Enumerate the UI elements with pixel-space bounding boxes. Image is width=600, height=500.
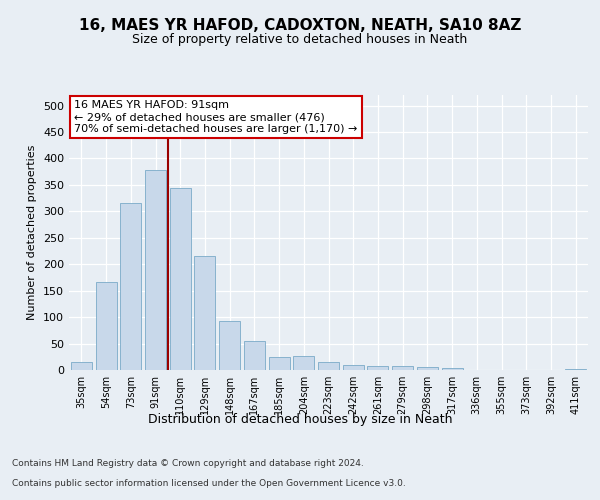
Bar — [219, 321, 240, 370]
Bar — [244, 341, 265, 370]
Text: Contains HM Land Registry data © Crown copyright and database right 2024.: Contains HM Land Registry data © Crown c… — [12, 458, 364, 468]
Bar — [145, 170, 166, 370]
Bar — [367, 366, 388, 370]
Bar — [293, 356, 314, 370]
Text: 16, MAES YR HAFOD, CADOXTON, NEATH, SA10 8AZ: 16, MAES YR HAFOD, CADOXTON, NEATH, SA10… — [79, 18, 521, 32]
Text: Distribution of detached houses by size in Neath: Distribution of detached houses by size … — [148, 412, 452, 426]
Bar — [71, 362, 92, 370]
Bar — [392, 366, 413, 370]
Text: Contains public sector information licensed under the Open Government Licence v3: Contains public sector information licen… — [12, 478, 406, 488]
Bar — [269, 357, 290, 370]
Bar — [95, 282, 116, 370]
Bar — [417, 368, 438, 370]
Bar — [565, 369, 586, 370]
Bar — [194, 256, 215, 370]
Bar — [318, 362, 339, 370]
Bar — [343, 364, 364, 370]
Text: Size of property relative to detached houses in Neath: Size of property relative to detached ho… — [133, 32, 467, 46]
Bar — [442, 368, 463, 370]
Bar — [120, 204, 141, 370]
Bar — [170, 188, 191, 370]
Y-axis label: Number of detached properties: Number of detached properties — [28, 145, 37, 320]
Text: 16 MAES YR HAFOD: 91sqm
← 29% of detached houses are smaller (476)
70% of semi-d: 16 MAES YR HAFOD: 91sqm ← 29% of detache… — [74, 100, 358, 134]
